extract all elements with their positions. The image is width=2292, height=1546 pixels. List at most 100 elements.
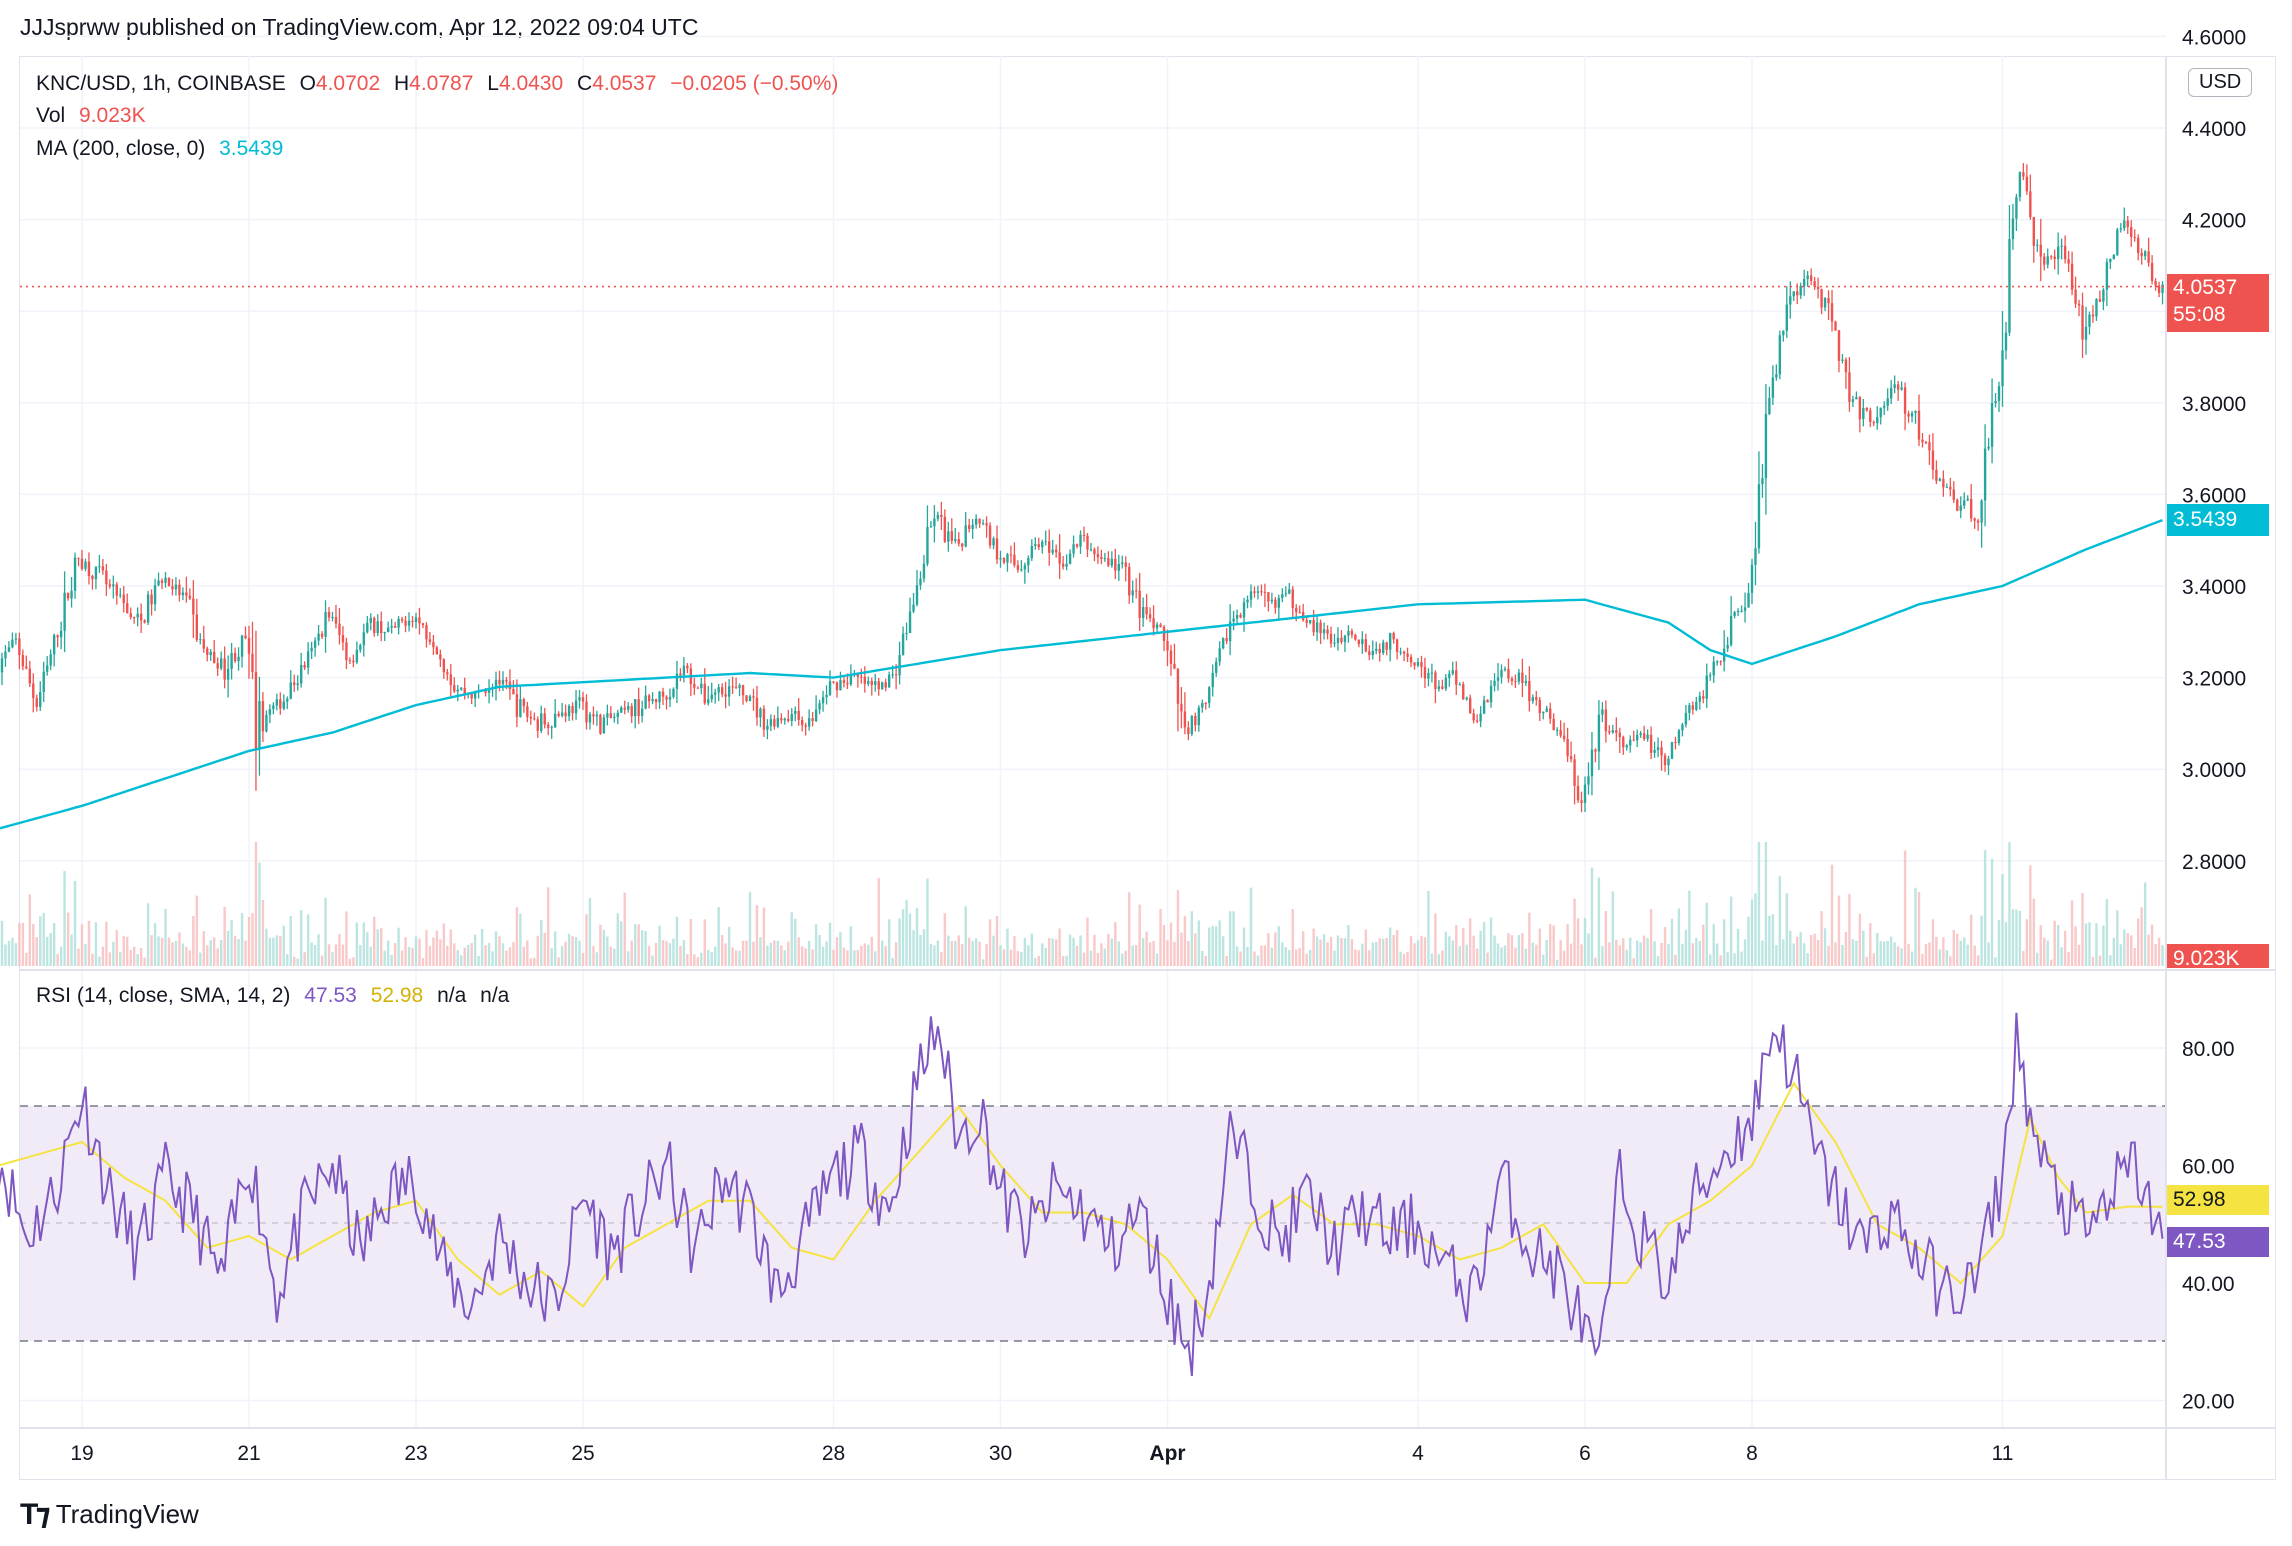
candle-body xyxy=(1729,616,1733,645)
candle-body xyxy=(498,679,501,685)
candle-body xyxy=(1249,591,1253,600)
volume-bar xyxy=(731,947,734,966)
candle-body xyxy=(1020,569,1023,571)
candle-body xyxy=(1308,620,1312,623)
candle-body xyxy=(547,724,550,728)
ma-label[interactable]: MA (200, close, 0) xyxy=(36,137,206,160)
candle-body xyxy=(630,706,633,717)
candle-body xyxy=(286,698,289,702)
currency-button[interactable]: USD xyxy=(2188,68,2253,97)
volume-bar xyxy=(776,940,780,966)
volume-bar xyxy=(929,943,933,966)
candle-body xyxy=(129,613,132,618)
volume-bar xyxy=(595,952,599,966)
candle-body xyxy=(2091,314,2095,317)
candle-body xyxy=(731,686,734,688)
volume-bar xyxy=(1917,892,1921,966)
volume-bar xyxy=(439,939,442,966)
candle-body xyxy=(1983,448,1987,501)
candle-body xyxy=(1942,478,1945,488)
volume-bar xyxy=(331,952,334,966)
candle-body xyxy=(901,633,905,656)
volume-bar xyxy=(421,957,425,966)
volume-bar xyxy=(1535,944,1538,966)
volume-bar xyxy=(1228,911,1232,966)
candle-body xyxy=(1997,386,2001,401)
volume-bar xyxy=(978,941,981,966)
volume-bar xyxy=(522,946,526,966)
candle-body xyxy=(355,649,359,663)
candle-body xyxy=(1695,701,1698,710)
candle-body xyxy=(421,623,425,626)
volume-bar xyxy=(508,947,512,966)
volume-label[interactable]: Vol xyxy=(36,104,66,127)
countdown-value: 55:08 xyxy=(2173,302,2226,326)
candle-body xyxy=(1573,759,1576,786)
candle-body xyxy=(1535,697,1538,700)
candle-body xyxy=(237,656,240,662)
candle-body xyxy=(1281,594,1284,598)
volume-bar xyxy=(1764,842,1768,966)
volume-bar xyxy=(922,929,926,966)
volume-bar xyxy=(272,937,275,966)
candle-body xyxy=(1921,439,1924,443)
volume-bar xyxy=(1802,943,1806,966)
volume-bars xyxy=(0,842,2164,966)
candle-body xyxy=(1757,484,1761,549)
volume-bar xyxy=(393,943,397,966)
price-tick-label: 2.8000 xyxy=(2182,851,2246,874)
volume-bar xyxy=(1288,949,1291,966)
volume-bar xyxy=(7,940,11,966)
volume-bar xyxy=(693,954,696,966)
volume-bar xyxy=(1006,928,1009,966)
volume-bar xyxy=(77,948,80,966)
candle-body xyxy=(46,665,49,672)
volume-bar xyxy=(352,957,355,966)
candle-body xyxy=(1260,591,1263,593)
volume-bar xyxy=(327,944,331,966)
volume-bar xyxy=(1792,943,1795,966)
volume-bar xyxy=(1841,944,1844,966)
candle-body xyxy=(1820,289,1823,308)
candle-body xyxy=(1399,651,1402,653)
volume-bar xyxy=(971,940,974,966)
volume-bar xyxy=(647,946,651,966)
volume-bar xyxy=(947,935,950,966)
candle-body xyxy=(2046,256,2049,265)
volume-bar xyxy=(613,948,616,966)
volume-bar xyxy=(2060,947,2063,966)
volume-bar xyxy=(1903,850,1907,966)
volume-bar xyxy=(1883,941,1886,966)
volume-bar xyxy=(1778,876,1782,966)
volume-bar xyxy=(943,913,947,966)
candle-body xyxy=(1451,670,1454,674)
rsi-label[interactable]: RSI (14, close, SMA, 14, 2) xyxy=(36,984,291,1007)
volume-bar xyxy=(560,946,564,966)
candle-body xyxy=(1190,715,1194,735)
volume-bar xyxy=(755,905,759,966)
volume-bar xyxy=(797,937,800,966)
candle-body xyxy=(1622,737,1625,748)
volume-bar xyxy=(957,935,960,966)
volume-bar xyxy=(627,951,630,966)
candle-body xyxy=(1931,450,1935,470)
candle-body xyxy=(2130,227,2133,238)
volume-bar xyxy=(94,922,98,966)
volume-legend: Vol 9.023K xyxy=(36,104,154,128)
volume-bar xyxy=(1768,915,1771,966)
volume-bar xyxy=(2091,956,2095,966)
candle-body xyxy=(1221,638,1225,649)
candle-body xyxy=(1517,672,1521,682)
volume-bar xyxy=(1583,917,1587,966)
volume-bar xyxy=(2008,842,2011,966)
candle-body xyxy=(1959,505,1962,511)
candle-body xyxy=(1587,776,1590,785)
candle-body xyxy=(1277,597,1281,608)
candle-body xyxy=(366,622,369,633)
volume-bar xyxy=(1754,893,1757,966)
tradingview-logo[interactable]: T⁊ TradingView xyxy=(20,1497,199,1532)
symbol-label[interactable]: KNC/USD, 1h, COINBASE xyxy=(36,72,286,95)
candle-body xyxy=(1562,735,1566,739)
volume-bar xyxy=(2022,951,2025,966)
